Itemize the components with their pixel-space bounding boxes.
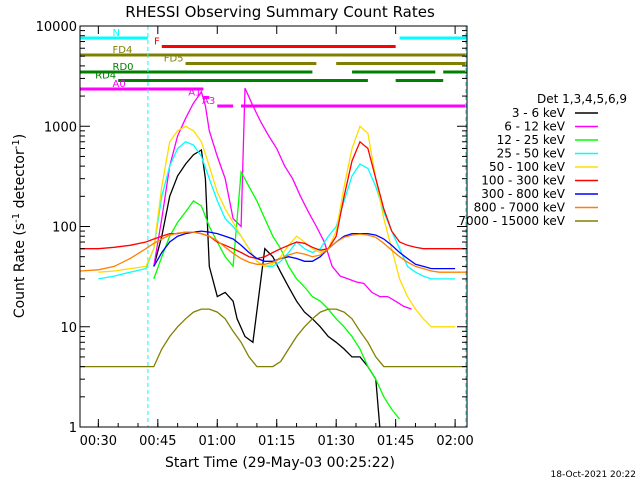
series-line — [80, 231, 467, 273]
annotation-label: N — [113, 28, 120, 39]
legend-entry-label: 100 - 300 keV — [481, 174, 565, 188]
y-axis-label-mid: detector — [12, 149, 28, 213]
annotation-label: A1 — [188, 88, 201, 99]
annotation-label: A0 — [113, 79, 126, 90]
y-tick-label: 100 — [52, 221, 77, 236]
x-tick-label: 01:45 — [377, 434, 414, 449]
y-tick-label: 1 — [69, 421, 77, 436]
y-axis-label-main: Count Rate (s — [12, 223, 28, 318]
legend-entry-label: 3 - 6 keV — [512, 106, 566, 120]
legend-entry-label: 12 - 25 keV — [497, 133, 566, 147]
series-line — [153, 148, 381, 427]
x-tick-label: 01:00 — [199, 434, 236, 449]
y-axis-label-sup1: -1 — [11, 213, 22, 223]
x-tick-label: 00:30 — [80, 434, 117, 449]
legend-entry-label: 6 - 12 keV — [504, 120, 566, 134]
annotation-label: A3 — [202, 96, 215, 107]
annotation-label: FD4 — [113, 45, 133, 56]
x-tick-label: 01:30 — [317, 434, 354, 449]
legend-entry-label: 50 - 100 keV — [489, 160, 566, 174]
y-axis-label-end: ) — [12, 134, 28, 139]
annotation-label: F — [154, 37, 160, 48]
legend-entry-label: 25 - 50 keV — [497, 147, 566, 161]
timestamp: 18-Oct-2021 20:22 — [551, 470, 636, 480]
annotation-label: RD0 — [113, 62, 134, 73]
series-line — [80, 308, 467, 368]
series-line — [153, 169, 401, 420]
legend-entry-label: 800 - 7000 keV — [474, 201, 566, 215]
y-axis-label-sup2: -1 — [11, 139, 22, 149]
x-tick-label: 00:45 — [139, 434, 176, 449]
series-line — [80, 140, 467, 260]
series-layer — [80, 87, 467, 427]
legend-entry-label: 7000 - 15000 keV — [458, 214, 565, 228]
axis-layer: 00:30 00:45 01:00 01:15 01:30 01:45 02:00 1 10 10… — [36, 20, 474, 449]
series-line — [98, 141, 456, 280]
x-axis-label: Start Time (29-May-03 00:25:22) — [165, 455, 395, 471]
y-axis-label: Count Rate (s-1 detector-1) — [11, 134, 28, 318]
legend-entry-label: 300 - 800 keV — [481, 187, 565, 201]
series-line — [153, 230, 456, 270]
series-line — [98, 125, 456, 328]
y-tick-label: 1000 — [44, 120, 77, 135]
chart-title: RHESSI Observing Summary Count Rates — [125, 3, 435, 21]
annotation-label: RD4 — [95, 71, 116, 82]
marker-layer — [147, 26, 467, 427]
series-line — [153, 87, 412, 310]
y-tick-label: 10 — [60, 321, 77, 336]
legend-title: Det 1,3,4,5,6,9 — [537, 92, 627, 106]
x-tick-label: 01:15 — [258, 434, 295, 449]
annotation-label: FD5 — [164, 54, 184, 65]
x-tick-label: 02:00 — [436, 434, 473, 449]
y-tick-label: 10000 — [36, 20, 77, 35]
